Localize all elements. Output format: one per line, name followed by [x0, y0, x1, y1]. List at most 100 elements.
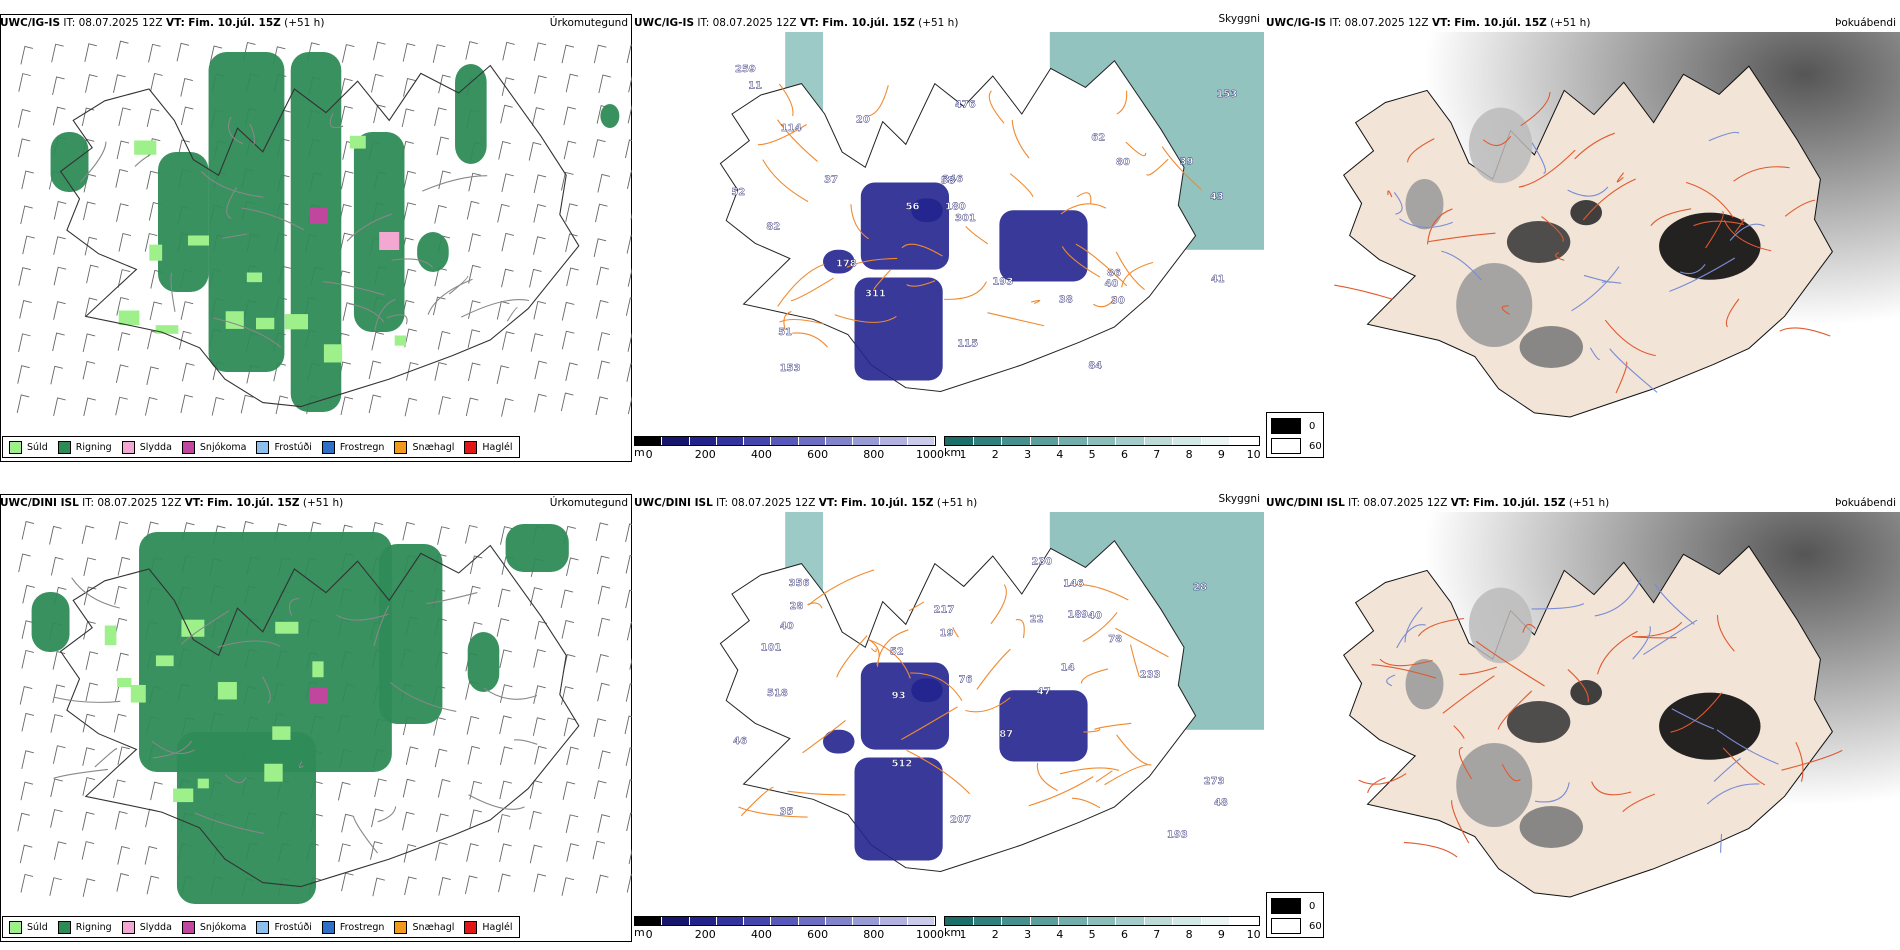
wind-barb: [275, 395, 289, 415]
wind-barb: [20, 45, 34, 65]
vt-label: VT:: [184, 497, 204, 509]
wind-barb: [499, 843, 512, 862]
drizzle-area: [173, 788, 194, 803]
wind-barb: [597, 682, 610, 702]
road: [1080, 668, 1109, 684]
river: [1713, 757, 1741, 782]
road: [217, 640, 281, 648]
panel-header: UWC/DINI ISL IT: 08.07.2025 12Z VT: Fim.…: [634, 493, 1264, 512]
visibility-map: 356 22 233 230 518 207 217 512 273 193 189 14 93 76 28…: [634, 512, 1264, 908]
wind-barb: [18, 73, 31, 92]
road: [790, 277, 834, 302]
wind-barb: [497, 813, 511, 833]
visibility-value-label: 39: [1180, 156, 1194, 167]
visibility-value-label: 230: [1031, 557, 1052, 568]
road: [322, 281, 385, 296]
colorbar-cell: [853, 917, 881, 925]
wind-barb: [371, 808, 384, 828]
visibility-value-label: 512: [892, 759, 913, 770]
it-value: 08.07.2025 12Z: [78, 17, 163, 29]
wind-barb: [435, 842, 448, 861]
wind-barb: [501, 173, 514, 192]
road: [1459, 666, 1497, 675]
road: [778, 83, 794, 117]
colorbar-strip: [634, 436, 936, 446]
road: [1060, 203, 1107, 215]
coastline: [59, 64, 580, 408]
road: [228, 116, 244, 145]
colorbar-cell: [1116, 437, 1145, 445]
river: [1654, 583, 1695, 625]
wind-barb: [50, 714, 64, 733]
river: [1571, 266, 1620, 312]
wind-barb: [597, 617, 611, 637]
wind-barb: [52, 76, 65, 96]
wind-barb: [465, 41, 478, 60]
precip-map-svg: [16, 40, 632, 417]
wind-barb: [560, 392, 574, 412]
road: [1068, 584, 1129, 601]
wind-barb: [563, 717, 577, 737]
wind-barb: [438, 396, 451, 415]
wind-barb: [341, 813, 354, 833]
wind-barb: [530, 587, 543, 606]
visibility-value-label: 356: [789, 578, 810, 589]
legend-swatch: [256, 440, 270, 454]
road: [426, 591, 478, 604]
vt-label: VT:: [1450, 497, 1470, 509]
legend-swatch: [321, 920, 335, 934]
wind-barb: [626, 235, 632, 254]
wind-barb: [405, 746, 419, 766]
visibility-colorbar: 1 2 3 4 5 6 7 8 9 10 km: [944, 436, 1261, 470]
road: [1541, 216, 1564, 243]
wind-barb: [563, 140, 577, 160]
wind-barb: [595, 300, 609, 319]
cloud-base-area: [823, 729, 855, 754]
wind-barb: [116, 140, 130, 160]
road: [868, 639, 911, 679]
wind-barb: [625, 554, 632, 574]
elevation-colorbar: 0 200 400 600 800 1000 m: [634, 436, 944, 470]
road: [94, 748, 118, 768]
colorbar-tick: 600: [807, 448, 829, 461]
wind-barb: [81, 525, 95, 544]
model-name: UWC/IG-IS: [1266, 17, 1327, 29]
cloud-base-area: [860, 182, 949, 270]
panel-title: Skyggni: [1218, 13, 1261, 25]
fog-swatch-high: [1271, 418, 1301, 434]
drizzle-area: [264, 763, 283, 782]
colorbar-tick: 3: [1024, 928, 1032, 941]
wind-barb: [339, 232, 353, 252]
wind-barb: [434, 205, 447, 224]
wind-barb: [496, 301, 510, 320]
wind-barb: [17, 365, 30, 384]
cloud-base-area: [823, 249, 855, 274]
wind-barb: [561, 301, 575, 321]
wind-barb: [534, 75, 547, 94]
wind-barb: [468, 172, 481, 192]
road: [1685, 181, 1734, 218]
visibility-value-label: 62: [1091, 132, 1105, 143]
wind-barb: [52, 684, 65, 703]
visibility-value-label: 301: [955, 213, 976, 224]
wind-barb: [501, 398, 514, 417]
fog-panel-bottom: UWC/DINI ISL IT: 08.07.2025 12Z VT: Fim.…: [1266, 494, 1900, 942]
road: [1125, 141, 1147, 157]
colorbar-cell: [689, 437, 717, 445]
it-label: IT:: [1329, 17, 1342, 29]
wind-barb: [529, 844, 543, 864]
wind-barb: [625, 779, 632, 798]
panel-title: Þokuábendi: [1835, 497, 1896, 509]
wind-barb: [17, 138, 31, 158]
it-label: IT:: [1348, 497, 1361, 509]
wind-barb: [84, 43, 97, 62]
wind-barb: [596, 654, 609, 673]
legend-label: Snæhagl: [412, 441, 455, 453]
wind-barb: [598, 750, 611, 770]
colorbar-tick: 6: [1120, 448, 1128, 461]
visibility-value-label: 82: [766, 221, 780, 232]
vt-value: Fim. 10.júl. 15Z: [1454, 17, 1547, 29]
road: [787, 790, 846, 796]
colorbar-tick: 8: [1185, 928, 1193, 941]
